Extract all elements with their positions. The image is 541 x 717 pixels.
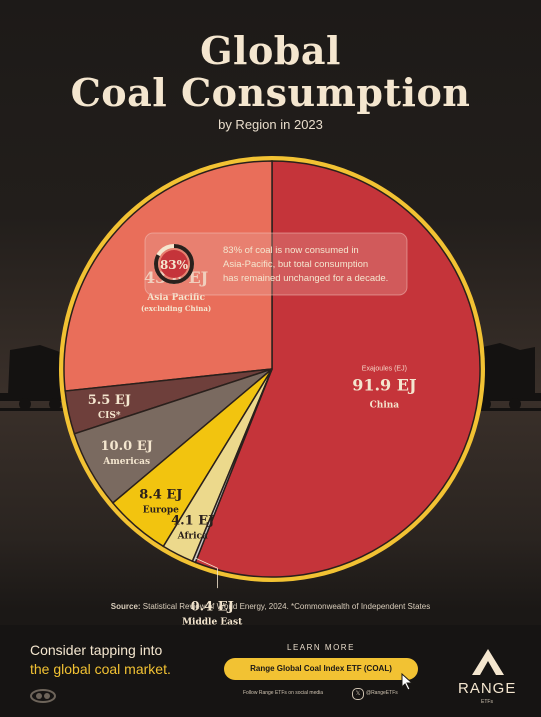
cta-line-2: the global coal market. — [30, 661, 171, 677]
category-label-middle-east: Middle East — [182, 617, 243, 627]
etf-button[interactable]: Range Global Coal Index ETF (COAL) — [224, 658, 418, 680]
source-note: Source: Statistical Review of World Ener… — [0, 602, 541, 611]
unit-label: Exajoules (EJ) — [362, 365, 407, 372]
visual-capitalist-icon — [30, 689, 56, 703]
category-label-africa: Africa — [177, 532, 208, 542]
category-label-americas: Americas — [102, 457, 150, 467]
value-label-africa: 4.1 EJ — [171, 514, 214, 529]
mine-cart-left-icon — [0, 345, 80, 410]
callout-donut-fill — [154, 244, 194, 284]
value-label-china: 91.9 EJ — [352, 375, 416, 394]
social-handle[interactable]: @RangeETFs — [366, 690, 398, 696]
title-line-1: Global — [200, 28, 341, 73]
slice-middle-east — [191, 368, 273, 564]
subtitle: by Region in 2023 — [218, 117, 323, 132]
callout-box — [144, 232, 408, 296]
mine-cart-right-icon — [462, 343, 541, 410]
callout-donut-center — [160, 250, 188, 278]
cta-line-1: Consider tapping into — [30, 642, 163, 658]
category-label-cis: CIS* — [98, 411, 121, 421]
brand-sub: ETFs — [481, 699, 493, 705]
source-label: Source: — [110, 602, 141, 611]
category-label-asia-pacific: Asia Pacific — [146, 293, 205, 303]
callout-text-line-2: Asia-Pacific, but total consumption — [223, 259, 368, 270]
category-sublabel-asia-pacific: (excluding China) — [141, 304, 211, 313]
brand-name: RANGE — [458, 680, 517, 697]
value-label-europe: 8.4 EJ — [139, 487, 182, 502]
slice-china — [194, 160, 481, 578]
social-text: Follow Range ETFs on social media — [243, 690, 324, 696]
category-label-europe: Europe — [143, 505, 179, 515]
range-mountain-icon — [472, 649, 504, 675]
value-label-cis: 5.5 EJ — [88, 393, 131, 408]
source-text: Statistical Review of World Energy, 2024… — [142, 602, 431, 611]
title-line-2: Coal Consumption — [70, 70, 471, 115]
value-label-middle-east: 0.4 EJ — [191, 599, 234, 614]
callout-text-line-1: 83% of coal is now consumed in — [223, 245, 359, 256]
callout-text-line-3: has remained unchanged for a decade. — [223, 273, 388, 284]
value-label-americas: 10.0 EJ — [101, 439, 153, 454]
callout-percentage: 83% — [160, 258, 189, 272]
x-logo-icon[interactable]: 𝕏 — [352, 688, 364, 700]
learn-more-label: LEARN MORE — [287, 643, 355, 652]
middle-east-leader-line — [195, 557, 218, 589]
category-label-china: China — [370, 400, 400, 410]
cursor-icon — [401, 673, 414, 691]
